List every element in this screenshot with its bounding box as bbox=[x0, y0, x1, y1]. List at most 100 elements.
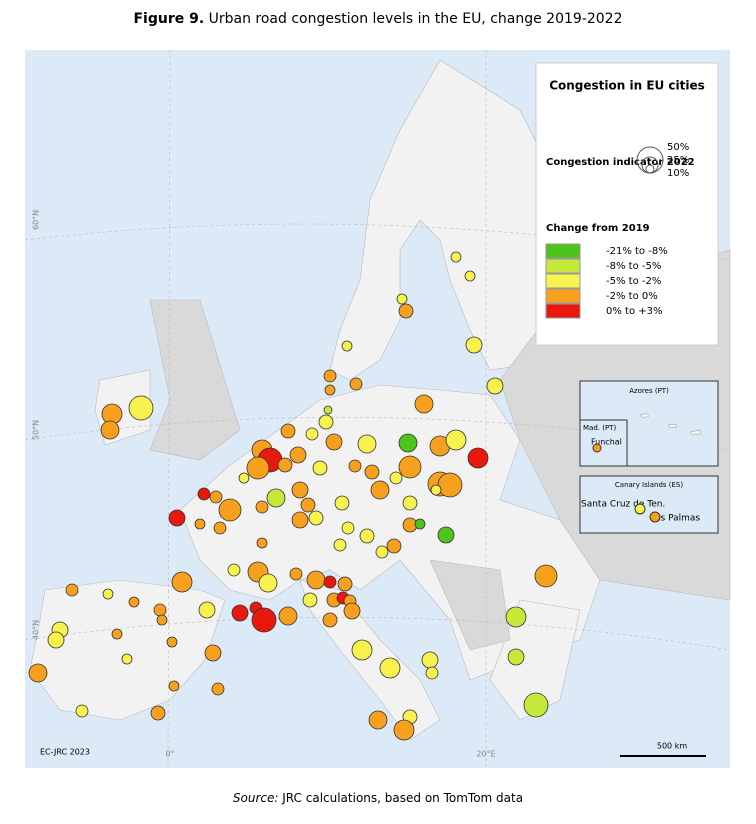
city-circle bbox=[343, 602, 361, 620]
city-circle bbox=[486, 377, 504, 395]
city-circle bbox=[194, 518, 206, 530]
size-label: 10% bbox=[667, 168, 689, 179]
city-circle bbox=[337, 576, 353, 592]
graticule-label: 40°N bbox=[32, 620, 41, 640]
city-circle bbox=[306, 570, 326, 590]
city-circle bbox=[156, 614, 168, 626]
graticule-label: 60°N bbox=[32, 210, 41, 230]
city-circle bbox=[450, 251, 462, 263]
city-circle bbox=[280, 423, 296, 439]
city-circle bbox=[227, 563, 241, 577]
city-circle bbox=[430, 484, 442, 496]
class-label: -8% to -5% bbox=[606, 261, 661, 272]
city-circle bbox=[386, 538, 402, 554]
city-circle bbox=[291, 481, 309, 499]
city-circle bbox=[300, 497, 316, 513]
city-circle bbox=[246, 456, 270, 480]
city-circle bbox=[370, 480, 390, 500]
city-circle bbox=[128, 395, 154, 421]
source-prefix: Source: bbox=[233, 791, 279, 805]
city-circle bbox=[121, 653, 133, 665]
figure-title: Figure 9. Urban road congestion levels i… bbox=[133, 11, 622, 27]
city-circle bbox=[348, 459, 362, 473]
class-swatch bbox=[545, 273, 581, 289]
city-circle bbox=[28, 663, 48, 683]
city-circle bbox=[389, 471, 403, 485]
city-circle bbox=[65, 583, 79, 597]
city-circle bbox=[153, 603, 167, 617]
source: Source: JRC calculations, based on TomTo… bbox=[233, 791, 523, 805]
city-circle bbox=[359, 528, 375, 544]
class-swatch bbox=[545, 288, 581, 304]
city-circle bbox=[266, 488, 286, 508]
size-label: 25% bbox=[667, 155, 689, 166]
city-circle bbox=[467, 447, 489, 469]
city-circle bbox=[341, 340, 353, 352]
city-circle bbox=[251, 607, 277, 633]
city-circle bbox=[218, 498, 242, 522]
change-classes: -21% to -8% -8% to -5% -5% to -2% -2% to 0%… bbox=[545, 243, 668, 319]
graticule-label: 20°E bbox=[476, 750, 495, 759]
uk bbox=[149, 299, 241, 461]
city-circle bbox=[465, 336, 483, 354]
size-title-text: Congestion indicator 2022 bbox=[546, 157, 695, 168]
city-circle bbox=[592, 443, 602, 453]
legend-title: Congestion in EU cities bbox=[549, 79, 705, 93]
city-circle bbox=[278, 606, 298, 626]
class-label: -21% to -8% bbox=[606, 246, 668, 257]
city-circle bbox=[398, 303, 414, 319]
city-circle bbox=[204, 644, 222, 662]
city-circle bbox=[534, 564, 558, 588]
change-title: Change from 2019 bbox=[546, 223, 650, 234]
city-circle bbox=[111, 628, 123, 640]
city-circle bbox=[523, 692, 549, 718]
city-circle bbox=[231, 604, 249, 622]
city-circle bbox=[47, 631, 65, 649]
city-circle bbox=[421, 651, 439, 669]
city-circle bbox=[197, 487, 211, 501]
city-circle bbox=[277, 457, 293, 473]
city-circle bbox=[305, 427, 319, 441]
city-circle bbox=[437, 472, 463, 498]
credit: EC-JRC 2023 bbox=[40, 748, 90, 757]
city-circle bbox=[398, 455, 422, 479]
city-circle bbox=[364, 464, 380, 480]
islands bbox=[639, 412, 702, 436]
city-circle bbox=[649, 511, 661, 523]
city-circle bbox=[289, 567, 303, 581]
inset-label: Azores (PT) bbox=[629, 387, 669, 395]
city-circle bbox=[258, 573, 278, 593]
class-swatch bbox=[545, 258, 581, 274]
inset-madeira bbox=[579, 419, 628, 467]
city-circle bbox=[357, 434, 377, 454]
size-label: 50% bbox=[667, 142, 689, 153]
city-circle bbox=[289, 446, 307, 464]
inset-label: Mad. (PT) bbox=[583, 424, 616, 432]
city-circle bbox=[634, 503, 646, 515]
city-label: Santa Cruz de Ten. bbox=[581, 500, 665, 510]
inset-azores bbox=[579, 380, 719, 467]
city-circle bbox=[425, 666, 439, 680]
city-circle bbox=[102, 588, 114, 600]
city-circle bbox=[396, 293, 408, 305]
city-circle bbox=[318, 414, 334, 430]
city-circle bbox=[437, 526, 455, 544]
city-circle bbox=[334, 495, 350, 511]
graticule-label: 0° bbox=[165, 750, 174, 759]
city-circle bbox=[238, 472, 250, 484]
city-circle bbox=[322, 612, 338, 628]
scale-label: 500 km bbox=[657, 742, 687, 751]
city-circle bbox=[341, 521, 355, 535]
figure-number: Figure 9. bbox=[133, 11, 204, 27]
size-circle bbox=[645, 164, 655, 174]
inset-label: Canary Islands (ES) bbox=[615, 481, 683, 489]
city-circle bbox=[505, 606, 527, 628]
city-circle bbox=[308, 510, 324, 526]
city-circle bbox=[128, 596, 140, 608]
city-circle bbox=[464, 270, 476, 282]
city-circle bbox=[323, 405, 333, 415]
city-circle bbox=[325, 433, 343, 451]
city-circle bbox=[368, 710, 388, 730]
city-circle bbox=[255, 500, 269, 514]
